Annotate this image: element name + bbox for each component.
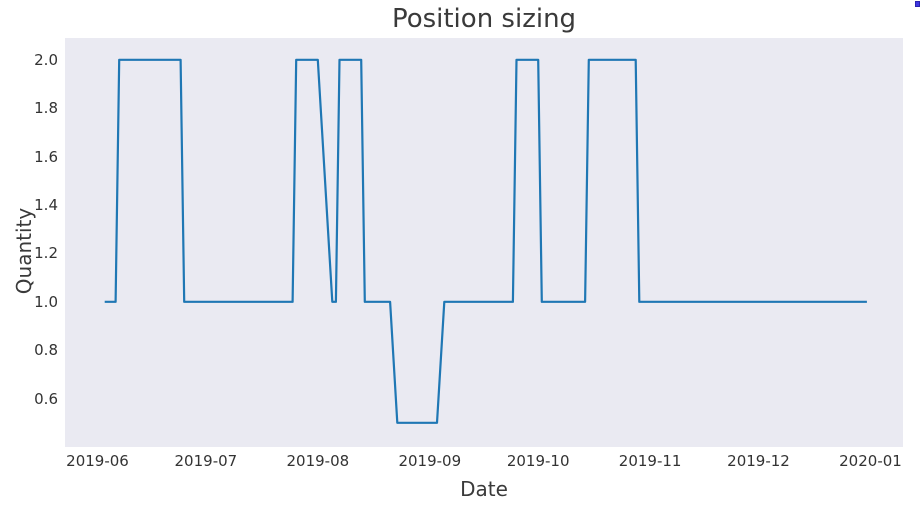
x-tick-label: 2019-11 bbox=[618, 452, 682, 470]
chart-title: Position sizing bbox=[391, 4, 577, 34]
x-tick-label: 2020-01 bbox=[839, 452, 902, 470]
y-tick-label: 1.0 bbox=[34, 292, 58, 311]
y-tick-label: 2.0 bbox=[34, 50, 58, 69]
y-tick-label: 1.8 bbox=[34, 99, 58, 118]
y-tick-label: 0.6 bbox=[34, 389, 58, 408]
y-tick-label: 1.2 bbox=[34, 244, 58, 263]
plot-background bbox=[65, 38, 903, 447]
x-tick-label: 2019-07 bbox=[174, 452, 238, 470]
x-tick-label: 2019-12 bbox=[727, 452, 790, 470]
y-tick-label: 1.6 bbox=[34, 147, 58, 166]
x-tick-label: 2019-10 bbox=[506, 452, 570, 470]
x-axis-label: Date bbox=[460, 477, 508, 501]
x-tick-label: 2019-06 bbox=[66, 452, 129, 470]
x-tick-label: 2019-09 bbox=[398, 452, 462, 470]
quantity-series-line bbox=[104, 58, 867, 424]
corner-artifact bbox=[915, 1, 920, 7]
y-tick-label: 1.4 bbox=[34, 195, 58, 214]
y-tick-label: 0.8 bbox=[34, 341, 58, 360]
x-tick-label: 2019-08 bbox=[286, 452, 350, 470]
